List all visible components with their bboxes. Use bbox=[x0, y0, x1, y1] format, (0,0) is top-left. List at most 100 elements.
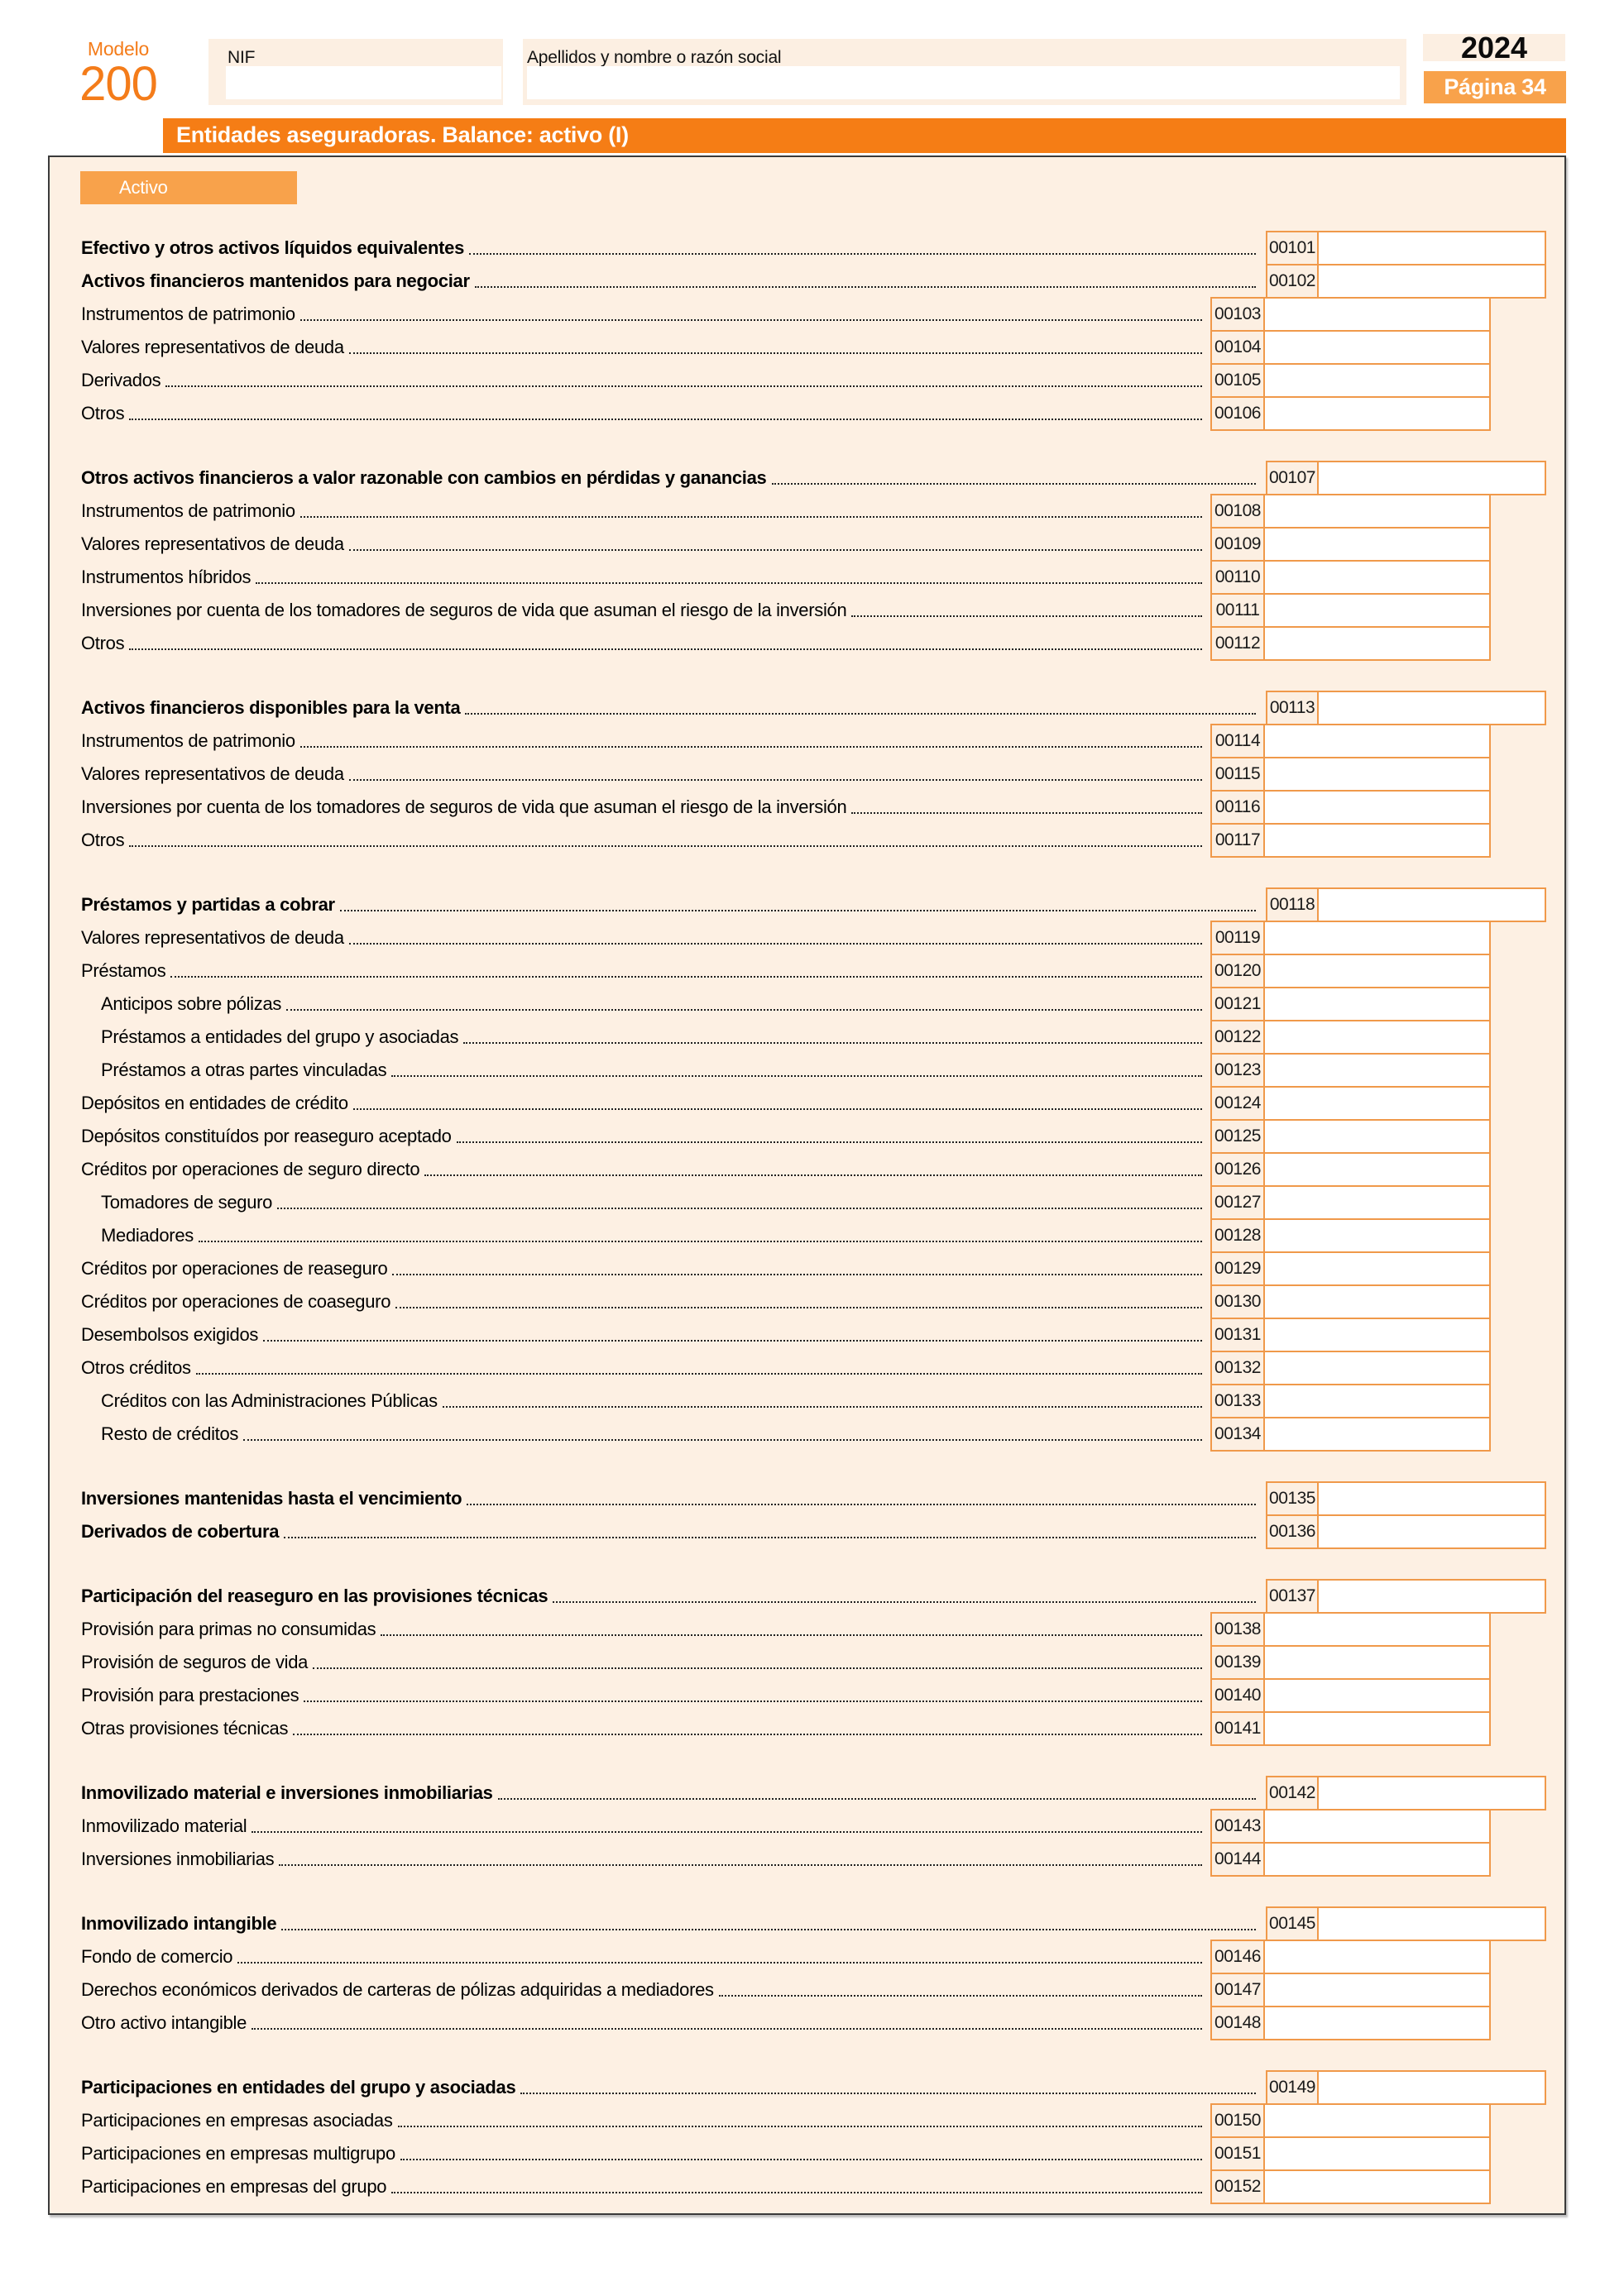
row-value-input[interactable] bbox=[1317, 1481, 1546, 1516]
row-value-input[interactable] bbox=[1317, 887, 1546, 922]
row-value-input[interactable] bbox=[1263, 2006, 1491, 2040]
row-code-box: 00144 bbox=[1210, 1842, 1265, 1877]
nif-block: NIF bbox=[208, 39, 503, 105]
row-code-box: 00116 bbox=[1210, 790, 1265, 825]
row-label: Otros activos financieros a valor razona… bbox=[81, 467, 767, 488]
row-value-input[interactable] bbox=[1317, 1579, 1546, 1614]
dotted-leader bbox=[299, 516, 1202, 518]
row-value-input[interactable] bbox=[1263, 921, 1491, 955]
dotted-leader bbox=[851, 615, 1202, 617]
dotted-leader bbox=[284, 1537, 1256, 1538]
row-code-box: 00117 bbox=[1210, 823, 1265, 858]
row-value-input[interactable] bbox=[1263, 1612, 1491, 1647]
dotted-leader bbox=[237, 1962, 1202, 1964]
row-value-input[interactable] bbox=[1263, 1645, 1491, 1680]
row-code-box: 00152 bbox=[1210, 2169, 1265, 2204]
dotted-leader bbox=[281, 1929, 1256, 1930]
row-value-input[interactable] bbox=[1263, 1119, 1491, 1154]
row-value-input[interactable] bbox=[1263, 724, 1491, 758]
row-value-input[interactable] bbox=[1263, 954, 1491, 988]
balance-groups: Efectivo y otros activos líquidos equiva… bbox=[50, 231, 1564, 2234]
row-value-input[interactable] bbox=[1263, 396, 1491, 431]
balance-group: Participación del reaseguro en las provi… bbox=[50, 1579, 1564, 1746]
row-value-input[interactable] bbox=[1263, 2103, 1491, 2138]
balance-row: Créditos por operaciones de reaseguro 001… bbox=[50, 1251, 1564, 1286]
dotted-leader bbox=[165, 385, 1202, 387]
balance-row: Instrumentos de patrimonio 00114 bbox=[50, 724, 1564, 758]
row-value-input[interactable] bbox=[1263, 1842, 1491, 1877]
balance-row: Créditos por operaciones de coaseguro 001… bbox=[50, 1284, 1564, 1319]
row-value-input[interactable] bbox=[1317, 1514, 1546, 1549]
row-value-input[interactable] bbox=[1263, 2169, 1491, 2204]
row-label: Créditos por operaciones de seguro direc… bbox=[81, 1159, 420, 1179]
row-label: Préstamos a entidades del grupo y asocia… bbox=[101, 1026, 459, 1047]
row-value-input[interactable] bbox=[1317, 461, 1546, 495]
row-value-input[interactable] bbox=[1263, 1351, 1491, 1385]
row-value-input[interactable] bbox=[1263, 1809, 1491, 1844]
row-value-input[interactable] bbox=[1263, 1053, 1491, 1088]
row-value-input[interactable] bbox=[1263, 527, 1491, 562]
row-value-input[interactable] bbox=[1263, 1218, 1491, 1253]
nif-input[interactable] bbox=[226, 66, 501, 99]
dotted-leader bbox=[263, 1340, 1202, 1342]
row-code-box: 00129 bbox=[1210, 1251, 1265, 1286]
row-value-input[interactable] bbox=[1263, 363, 1491, 398]
modelo-logo: Modelo 200 bbox=[73, 38, 164, 108]
row-value-input[interactable] bbox=[1263, 1152, 1491, 1187]
row-value-input[interactable] bbox=[1317, 231, 1546, 265]
row-value-input[interactable] bbox=[1263, 626, 1491, 661]
row-value-input[interactable] bbox=[1263, 330, 1491, 365]
row-value-input[interactable] bbox=[1263, 987, 1491, 1021]
row-code-box: 00105 bbox=[1210, 363, 1265, 398]
apellidos-input[interactable] bbox=[527, 66, 1400, 99]
dotted-leader bbox=[497, 1798, 1256, 1800]
dotted-leader bbox=[348, 352, 1202, 354]
row-code-box: 00134 bbox=[1210, 1417, 1265, 1452]
row-label: Derechos económicos derivados de cartera… bbox=[81, 1979, 714, 2000]
row-value-input[interactable] bbox=[1263, 1711, 1491, 1746]
dotted-leader bbox=[277, 1208, 1202, 1209]
row-label: Activos financieros disponibles para la … bbox=[81, 697, 461, 718]
row-value-input[interactable] bbox=[1263, 1678, 1491, 1713]
row-code-box: 00139 bbox=[1210, 1645, 1265, 1680]
row-value-input[interactable] bbox=[1317, 264, 1546, 299]
row-value-input[interactable] bbox=[1263, 757, 1491, 792]
row-value-input[interactable] bbox=[1317, 1776, 1546, 1810]
row-code-box: 00127 bbox=[1210, 1185, 1265, 1220]
row-value-input[interactable] bbox=[1263, 494, 1491, 529]
dotted-leader bbox=[198, 1241, 1202, 1242]
balance-row: Inmovilizado material e inversiones inmo… bbox=[50, 1776, 1564, 1810]
row-code-box: 00124 bbox=[1210, 1086, 1265, 1121]
row-label: Activos financieros mantenidos para nego… bbox=[81, 270, 470, 291]
row-label: Otros bbox=[81, 830, 125, 850]
apellidos-block: Apellidos y nombre o razón social bbox=[523, 39, 1406, 105]
row-code-box: 00133 bbox=[1210, 1384, 1265, 1418]
row-value-input[interactable] bbox=[1263, 1251, 1491, 1286]
row-value-input[interactable] bbox=[1263, 1384, 1491, 1418]
row-value-input[interactable] bbox=[1317, 691, 1546, 725]
row-label: Créditos por operaciones de coaseguro bbox=[81, 1291, 391, 1312]
dotted-leader bbox=[392, 1274, 1202, 1275]
row-label: Participaciones en empresas asociadas bbox=[81, 2110, 393, 2131]
balance-row: Otros 00117 bbox=[50, 823, 1564, 858]
row-value-input[interactable] bbox=[1317, 1906, 1546, 1941]
row-value-input[interactable] bbox=[1263, 1185, 1491, 1220]
balance-row: Inversiones por cuenta de los tomadores … bbox=[50, 593, 1564, 628]
row-label: Inversiones inmobiliarias bbox=[81, 1849, 275, 1869]
row-value-input[interactable] bbox=[1263, 1020, 1491, 1055]
row-label: Participaciones en entidades del grupo y… bbox=[81, 2077, 516, 2097]
row-value-input[interactable] bbox=[1317, 2070, 1546, 2105]
row-value-input[interactable] bbox=[1263, 823, 1491, 858]
row-value-input[interactable] bbox=[1263, 1940, 1491, 1974]
row-value-input[interactable] bbox=[1263, 560, 1491, 595]
row-value-input[interactable] bbox=[1263, 1284, 1491, 1319]
row-value-input[interactable] bbox=[1263, 1417, 1491, 1452]
row-value-input[interactable] bbox=[1263, 1086, 1491, 1121]
row-value-input[interactable] bbox=[1263, 790, 1491, 825]
row-value-input[interactable] bbox=[1263, 2136, 1491, 2171]
row-value-input[interactable] bbox=[1263, 1318, 1491, 1352]
row-value-input[interactable] bbox=[1263, 1973, 1491, 2007]
row-value-input[interactable] bbox=[1263, 593, 1491, 628]
balance-row: Inversiones mantenidas hasta el vencimie… bbox=[50, 1481, 1564, 1516]
row-value-input[interactable] bbox=[1263, 297, 1491, 332]
